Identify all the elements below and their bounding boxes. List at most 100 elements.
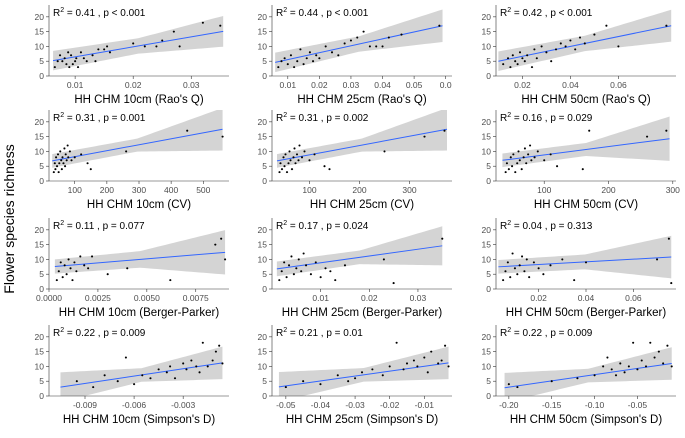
data-point bbox=[362, 30, 365, 33]
y-tick-label: 20 bbox=[482, 332, 492, 342]
data-point bbox=[606, 356, 609, 359]
x-tick-label: -0.20 bbox=[499, 400, 519, 410]
data-point bbox=[605, 24, 608, 27]
data-point bbox=[412, 359, 415, 362]
data-point bbox=[116, 380, 119, 383]
data-point bbox=[283, 165, 286, 168]
data-point bbox=[444, 344, 447, 347]
data-point bbox=[133, 383, 136, 386]
data-point bbox=[426, 371, 429, 374]
y-tick-label: 20 bbox=[35, 332, 45, 342]
data-point bbox=[537, 267, 540, 270]
y-tick-label: 15 bbox=[258, 347, 268, 357]
x-tick-label: 300 bbox=[402, 185, 416, 195]
data-point bbox=[670, 282, 673, 285]
data-point bbox=[302, 63, 305, 66]
data-point bbox=[278, 279, 281, 282]
y-tick-label: 10 bbox=[35, 146, 45, 156]
data-point bbox=[521, 57, 524, 60]
x-axis-title: HH CHM 25cm (Simpson's D) bbox=[286, 414, 439, 426]
data-point bbox=[653, 356, 656, 359]
data-point bbox=[523, 60, 526, 63]
data-point bbox=[324, 267, 327, 270]
data-point bbox=[533, 48, 536, 51]
data-point bbox=[300, 270, 303, 273]
panel-11: 0 5 10 15 20 -0.05 -0.04 -0.03 -0.02 -0.01 HH CHM … bbox=[258, 325, 452, 426]
data-point bbox=[293, 147, 296, 150]
data-point bbox=[559, 42, 562, 45]
x-tick-label: 0.05 bbox=[406, 80, 423, 90]
y-tick-label: 15 bbox=[35, 347, 45, 357]
data-point bbox=[561, 258, 564, 261]
data-point bbox=[337, 54, 340, 57]
data-point bbox=[76, 66, 80, 69]
x-axis-title: HH CHM 25cm (CV) bbox=[310, 199, 414, 211]
data-point bbox=[298, 144, 301, 147]
stats-annotation: R2 = 0.21 , p = 0.01 bbox=[276, 327, 363, 339]
data-point bbox=[511, 252, 514, 255]
y-tick-label: 15 bbox=[258, 27, 268, 37]
data-point bbox=[195, 365, 198, 368]
data-point bbox=[518, 159, 521, 162]
data-point bbox=[61, 60, 64, 63]
data-point bbox=[530, 66, 534, 69]
data-point bbox=[75, 270, 78, 273]
data-point bbox=[57, 270, 60, 273]
y-tick-label: 15 bbox=[35, 132, 45, 142]
x-axis-title: HH CHM 50cm (CV) bbox=[534, 199, 638, 211]
data-point bbox=[581, 168, 584, 171]
data-point bbox=[423, 356, 426, 359]
y-tick-label: 0 bbox=[486, 71, 491, 81]
data-point bbox=[165, 371, 168, 374]
y-tick-label: 10 bbox=[35, 41, 45, 51]
x-tick-label: 0.02 bbox=[311, 80, 328, 90]
data-point bbox=[74, 60, 77, 63]
x-tick-label: 0.04 bbox=[562, 80, 579, 90]
data-point bbox=[329, 270, 332, 273]
data-point bbox=[578, 36, 582, 39]
regression-line bbox=[275, 25, 443, 63]
x-tick-label: 0.06 bbox=[610, 80, 627, 90]
data-point bbox=[516, 273, 519, 276]
data-point bbox=[564, 45, 567, 48]
y-tick-label: 20 bbox=[482, 117, 492, 127]
data-point bbox=[220, 237, 223, 240]
data-point bbox=[65, 273, 68, 276]
data-point bbox=[287, 162, 290, 165]
data-point bbox=[126, 267, 129, 270]
data-point bbox=[214, 350, 217, 353]
data-point bbox=[68, 150, 71, 153]
data-point bbox=[59, 261, 62, 264]
data-point bbox=[441, 237, 444, 240]
y-tick-label: 15 bbox=[258, 132, 268, 142]
data-point bbox=[569, 39, 572, 42]
data-point bbox=[63, 147, 66, 150]
x-tick-label: -0.05 bbox=[276, 400, 296, 410]
regression-line bbox=[52, 128, 223, 162]
x-tick-label: -0.15 bbox=[542, 400, 562, 410]
y-tick-label: 0 bbox=[262, 284, 267, 294]
data-point bbox=[285, 171, 289, 174]
y-tick-label: 5 bbox=[486, 269, 491, 279]
panel-background bbox=[496, 5, 676, 76]
y-tick-label: 5 bbox=[262, 56, 267, 66]
data-point bbox=[178, 45, 181, 48]
data-point bbox=[289, 159, 292, 162]
data-point bbox=[381, 374, 384, 377]
confidence-band bbox=[276, 226, 443, 277]
x-tick-label: 0.0 bbox=[440, 80, 452, 90]
y-tick-label: 5 bbox=[486, 376, 491, 386]
data-point bbox=[79, 51, 82, 54]
data-point bbox=[507, 383, 510, 386]
data-point bbox=[56, 153, 60, 156]
x-tick-label: -0.006 bbox=[122, 400, 146, 410]
y-tick-label: 10 bbox=[482, 41, 492, 51]
y-tick-label: 0 bbox=[486, 284, 491, 294]
y-tick-label: 15 bbox=[482, 240, 492, 250]
y-tick-label: 0 bbox=[486, 391, 491, 401]
data-point bbox=[665, 24, 668, 27]
y-tick-label: 10 bbox=[258, 41, 268, 51]
data-point bbox=[509, 66, 512, 69]
data-point bbox=[103, 374, 106, 377]
stats-annotation: R2 = 0.22 , p = 0.009 bbox=[500, 327, 593, 339]
